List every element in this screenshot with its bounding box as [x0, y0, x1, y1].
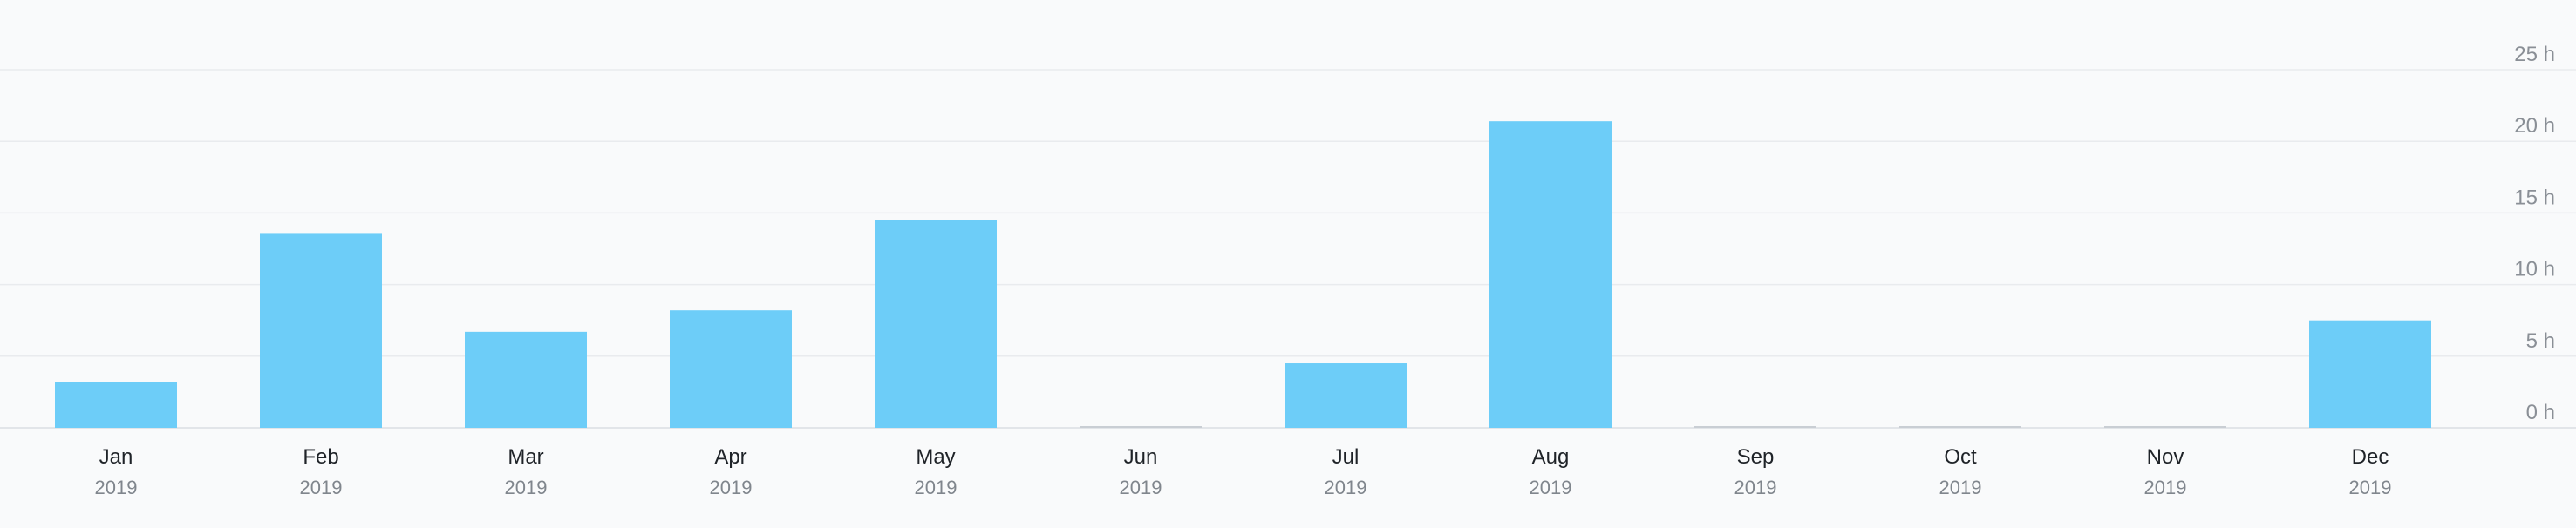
- y-tick-label: 25 h: [2514, 43, 2555, 66]
- x-tick-label: Aug: [1532, 445, 1570, 469]
- y-tick-label: 15 h: [2514, 186, 2555, 209]
- x-tick-sublabel: 2019: [1325, 477, 1367, 498]
- bar-sep: [1694, 426, 1816, 428]
- x-tick-label: Jan: [99, 445, 133, 469]
- bar-feb: [260, 233, 382, 428]
- x-tick-label: Oct: [1944, 445, 1977, 469]
- x-tick-sublabel: 2019: [505, 477, 548, 498]
- bar-oct: [1899, 426, 2021, 428]
- bar-apr: [670, 310, 792, 428]
- bar-dec: [2309, 321, 2431, 428]
- x-tick-sublabel: 2019: [915, 477, 957, 498]
- y-tick-label: 10 h: [2514, 258, 2555, 281]
- x-tick-sublabel: 2019: [1734, 477, 1777, 498]
- x-tick-label: Mar: [508, 445, 543, 469]
- bar-jan: [55, 382, 177, 428]
- bar-nov: [2104, 426, 2226, 428]
- x-tick-sublabel: 2019: [1939, 477, 1982, 498]
- bar-layer: [55, 121, 2431, 428]
- y-tick-label: 0 h: [2526, 401, 2555, 424]
- x-tick-sublabel: 2019: [300, 477, 343, 498]
- x-tick-sublabel: 2019: [1120, 477, 1162, 498]
- x-tick-label: Apr: [714, 445, 746, 469]
- x-tick-label: May: [916, 445, 955, 469]
- x-tick-label: Sep: [1737, 445, 1775, 469]
- x-tick-label: Nov: [2147, 445, 2184, 469]
- x-axis-ticks: Jan 2019 Feb 2019 Mar 2019 Apr 2019 May 2019 Jun 20…: [95, 445, 2392, 498]
- y-tick-label: 5 h: [2526, 329, 2555, 353]
- x-tick-sublabel: 2019: [710, 477, 753, 498]
- bar-may: [875, 220, 997, 428]
- bar-aug: [1489, 121, 1612, 428]
- x-tick-sublabel: 2019: [1530, 477, 1572, 498]
- x-tick-label: Jun: [1124, 445, 1158, 469]
- x-tick-label: Dec: [2352, 445, 2389, 469]
- x-tick-label: Feb: [303, 445, 338, 469]
- x-tick-label: Jul: [1332, 445, 1360, 469]
- bar-jun: [1080, 426, 1202, 428]
- y-axis-ticks: 0 h 5 h 10 h 15 h 20 h 25 h: [2514, 43, 2555, 424]
- x-tick-sublabel: 2019: [2349, 477, 2392, 498]
- x-tick-sublabel: 2019: [2144, 477, 2187, 498]
- bar-jul: [1285, 363, 1407, 428]
- x-tick-sublabel: 2019: [95, 477, 138, 498]
- y-tick-label: 20 h: [2514, 114, 2555, 138]
- bar-mar: [465, 332, 587, 428]
